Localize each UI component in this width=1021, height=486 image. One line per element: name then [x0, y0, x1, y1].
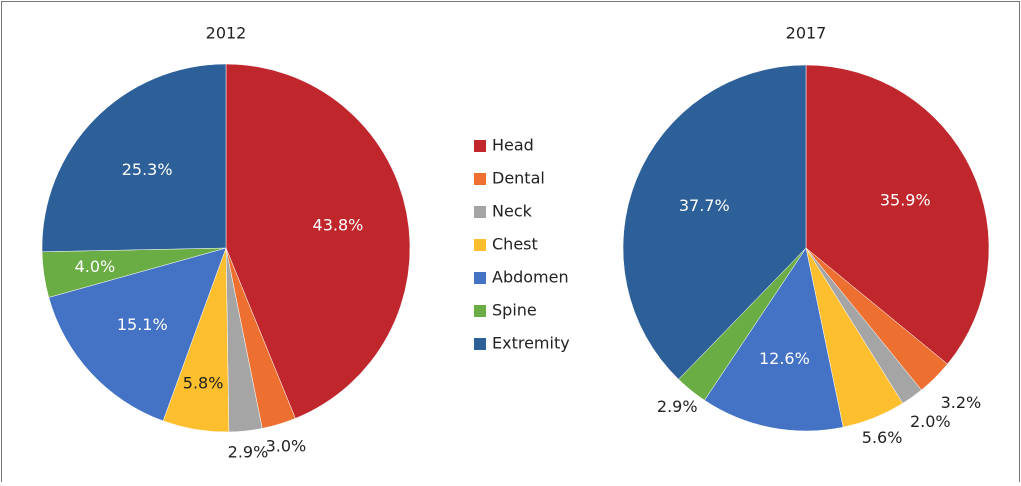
pie-title: 2012	[206, 24, 247, 43]
pie-slice	[41, 63, 227, 253]
legend-label: Dental	[492, 169, 545, 188]
data-label: 37.7%	[679, 196, 730, 215]
legend-swatch	[474, 173, 486, 185]
data-label: 2.9%	[657, 397, 698, 416]
legend-label: Head	[492, 136, 534, 155]
legend-label: Extremity	[492, 334, 570, 353]
data-label: 43.8%	[313, 216, 364, 235]
data-label: 25.3%	[122, 160, 173, 179]
legend-swatch	[474, 206, 486, 218]
data-label: 2.0%	[910, 412, 951, 431]
data-label: 3.0%	[266, 437, 307, 456]
pie-slice	[622, 64, 807, 380]
legend-swatch	[474, 272, 486, 284]
data-label: 35.9%	[880, 191, 931, 210]
legend-label: Spine	[492, 301, 537, 320]
data-label: 3.2%	[941, 393, 982, 412]
pie-slice	[48, 247, 227, 422]
legend-swatch	[474, 239, 486, 251]
data-label: 15.1%	[117, 315, 168, 334]
pie-slice	[805, 64, 990, 365]
data-label: 5.6%	[862, 428, 903, 447]
legend-label: Chest	[492, 235, 538, 254]
legend-label: Neck	[492, 202, 533, 221]
data-label: 12.6%	[759, 349, 810, 368]
data-label: 4.0%	[75, 257, 116, 276]
pie-title: 2017	[786, 24, 827, 43]
pie-slice	[704, 247, 844, 432]
legend-swatch	[474, 338, 486, 350]
legend-label: Abdomen	[492, 268, 569, 287]
legend-swatch	[474, 305, 486, 317]
data-label: 5.8%	[183, 374, 224, 393]
pie-slice	[225, 63, 411, 419]
legend-swatch	[474, 140, 486, 152]
data-label: 2.9%	[228, 442, 269, 461]
